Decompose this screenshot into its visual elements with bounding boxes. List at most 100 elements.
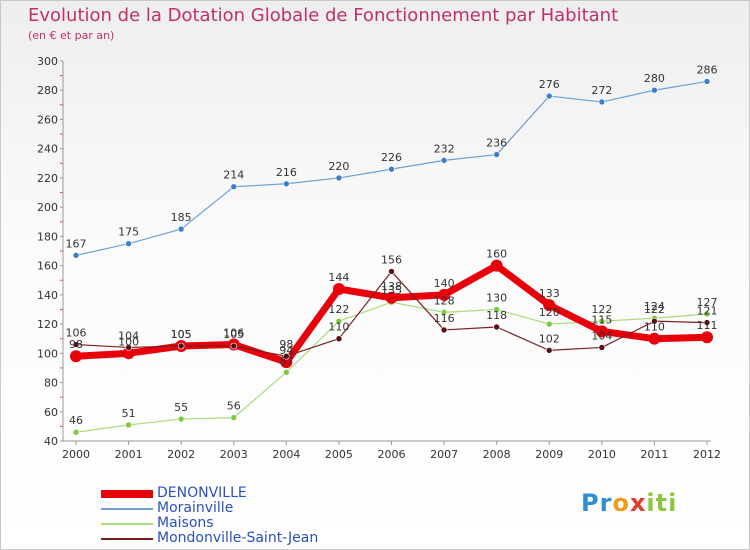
point-morainville-2006 xyxy=(388,165,395,173)
data-label-maisons-2011: 124 xyxy=(644,300,665,313)
x-tick-label-2011: 2011 xyxy=(640,448,668,461)
x-tick-label-2007: 2007 xyxy=(430,448,458,461)
data-label-maisons-2012: 127 xyxy=(697,296,718,309)
data-label-denonville-2006: 138 xyxy=(381,280,402,293)
point-morainville-2009 xyxy=(545,92,553,100)
point-maisons-2012 xyxy=(703,310,711,318)
data-label-maisons-2002: 55 xyxy=(174,401,188,414)
y-tick-label-220: 220 xyxy=(37,172,58,185)
point-mondonville-saint-jean-2009 xyxy=(545,347,553,354)
data-label-morainville-2003: 214 xyxy=(223,169,244,182)
point-maisons-2009 xyxy=(545,320,553,328)
point-mondonville-saint-jean-2011 xyxy=(651,317,658,325)
data-label-mondonville-saint-jean-2000: 106 xyxy=(66,327,87,340)
chart-subtitle: (en € et par an) xyxy=(28,29,115,42)
legend-label-morainville: Morainville xyxy=(157,500,234,516)
data-label-mondonville-saint-jean-2012: 121 xyxy=(697,305,718,318)
x-tick-label-2001: 2001 xyxy=(115,448,143,461)
y-tick-label-100: 100 xyxy=(37,347,58,360)
data-label-maisons-2005: 122 xyxy=(328,303,349,316)
point-morainville-2001 xyxy=(125,240,132,247)
point-morainville-2011 xyxy=(651,86,658,94)
logo-part-1: Pr xyxy=(581,489,613,517)
data-label-maisons-2000: 46 xyxy=(69,414,83,427)
data-label-mondonville-saint-jean-2011: 122 xyxy=(644,303,665,316)
data-label-denonville-2004: 94 xyxy=(279,344,293,357)
data-label-denonville-2007: 140 xyxy=(434,277,455,290)
data-label-morainville-2012: 286 xyxy=(697,63,718,76)
data-label-denonville-2012: 111 xyxy=(697,319,718,332)
point-mondonville-saint-jean-2006 xyxy=(388,268,395,275)
data-label-maisons-2003: 56 xyxy=(227,400,241,413)
point-morainville-2012 xyxy=(703,78,711,85)
y-tick-label-160: 160 xyxy=(37,260,58,273)
point-maisons-2001 xyxy=(125,421,132,429)
point-morainville-2000 xyxy=(72,252,80,259)
legend-swatch-maisons xyxy=(101,523,153,525)
data-label-morainville-2005: 220 xyxy=(328,160,349,173)
data-label-mondonville-saint-jean-2010: 104 xyxy=(591,329,612,342)
data-label-mondonville-saint-jean-2008: 118 xyxy=(486,309,507,322)
data-label-morainville-2006: 226 xyxy=(381,151,402,164)
proxiti-logo: Proxiti xyxy=(581,489,677,517)
data-label-mondonville-saint-jean-2007: 116 xyxy=(434,312,455,325)
axes: 40 60 80 100 120 140 160 180 200 220 240 260 280 300 2… xyxy=(37,55,721,461)
data-label-maisons-2009: 120 xyxy=(539,306,560,319)
data-label-denonville-2001: 100 xyxy=(118,335,139,348)
y-tick-label-140: 140 xyxy=(37,289,58,302)
x-tick-label-2006: 2006 xyxy=(378,448,406,461)
data-label-denonville-2003: 106 xyxy=(223,327,244,340)
x-tick-label-2010: 2010 xyxy=(588,448,616,461)
point-maisons-2007 xyxy=(440,309,448,316)
point-mondonville-saint-jean-2010 xyxy=(598,344,606,351)
series-layer xyxy=(70,78,713,436)
series-line-maisons xyxy=(75,301,708,433)
x-tick-label-2002: 2002 xyxy=(167,448,195,461)
data-label-mondonville-saint-jean-2002: 105 xyxy=(171,328,192,341)
point-maisons-2005 xyxy=(335,317,343,325)
data-label-morainville-2002: 185 xyxy=(171,211,192,224)
y-tick-label-40: 40 xyxy=(44,435,58,448)
y-tick-label-280: 280 xyxy=(37,84,58,97)
y-tick-label-300: 300 xyxy=(37,55,58,68)
point-morainville-2007 xyxy=(440,157,448,164)
data-label-mondonville-saint-jean-2001: 104 xyxy=(118,329,139,342)
x-tick-label-2000: 2000 xyxy=(62,448,90,461)
point-morainville-2003 xyxy=(230,183,238,190)
data-label-morainville-2004: 216 xyxy=(276,166,297,179)
point-denonville-2009 xyxy=(543,299,556,312)
x-tick-label-2009: 2009 xyxy=(535,448,563,461)
data-label-denonville-2005: 144 xyxy=(328,271,349,284)
point-denonville-2005 xyxy=(332,283,345,295)
data-label-mondonville-saint-jean-2006: 156 xyxy=(381,253,402,266)
data-label-maisons-2007: 128 xyxy=(434,294,455,307)
point-maisons-2002 xyxy=(177,415,185,423)
x-tick-label-2008: 2008 xyxy=(483,448,511,461)
data-label-denonville-2009: 133 xyxy=(539,287,560,300)
point-maisons-2008 xyxy=(493,306,500,313)
data-label-denonville-2002: 105 xyxy=(171,328,192,341)
data-labels: 167 175 185 214 216 220 226 232 236 276 272 280 286 4… xyxy=(66,63,718,427)
data-label-denonville-2010: 115 xyxy=(591,313,612,326)
data-label-mondonville-saint-jean-2005: 110 xyxy=(328,321,349,334)
point-maisons-2004 xyxy=(283,369,290,376)
point-maisons-2000 xyxy=(72,428,80,436)
logo-part-3: x xyxy=(629,489,647,517)
point-morainville-2008 xyxy=(493,151,500,158)
x-tick-label-2005: 2005 xyxy=(325,448,353,461)
point-mondonville-saint-jean-2003 xyxy=(230,342,238,350)
x-tick-label-2004: 2004 xyxy=(272,448,300,461)
point-mondonville-saint-jean-2012 xyxy=(703,319,711,326)
data-label-morainville-2008: 236 xyxy=(486,137,507,150)
point-denonville-2011 xyxy=(648,332,661,345)
legend-label-mondonville: Mondonville-Saint-Jean xyxy=(157,530,319,546)
point-morainville-2005 xyxy=(335,174,343,182)
data-label-morainville-2010: 272 xyxy=(591,84,612,97)
y-tick-label-80: 80 xyxy=(44,377,58,390)
data-label-denonville-2000: 98 xyxy=(69,338,83,351)
point-maisons-2010 xyxy=(598,317,606,325)
data-label-mondonville-saint-jean-2004: 98 xyxy=(279,338,293,351)
data-label-morainville-2007: 232 xyxy=(434,142,455,155)
point-mondonville-saint-jean-2008 xyxy=(493,323,500,331)
